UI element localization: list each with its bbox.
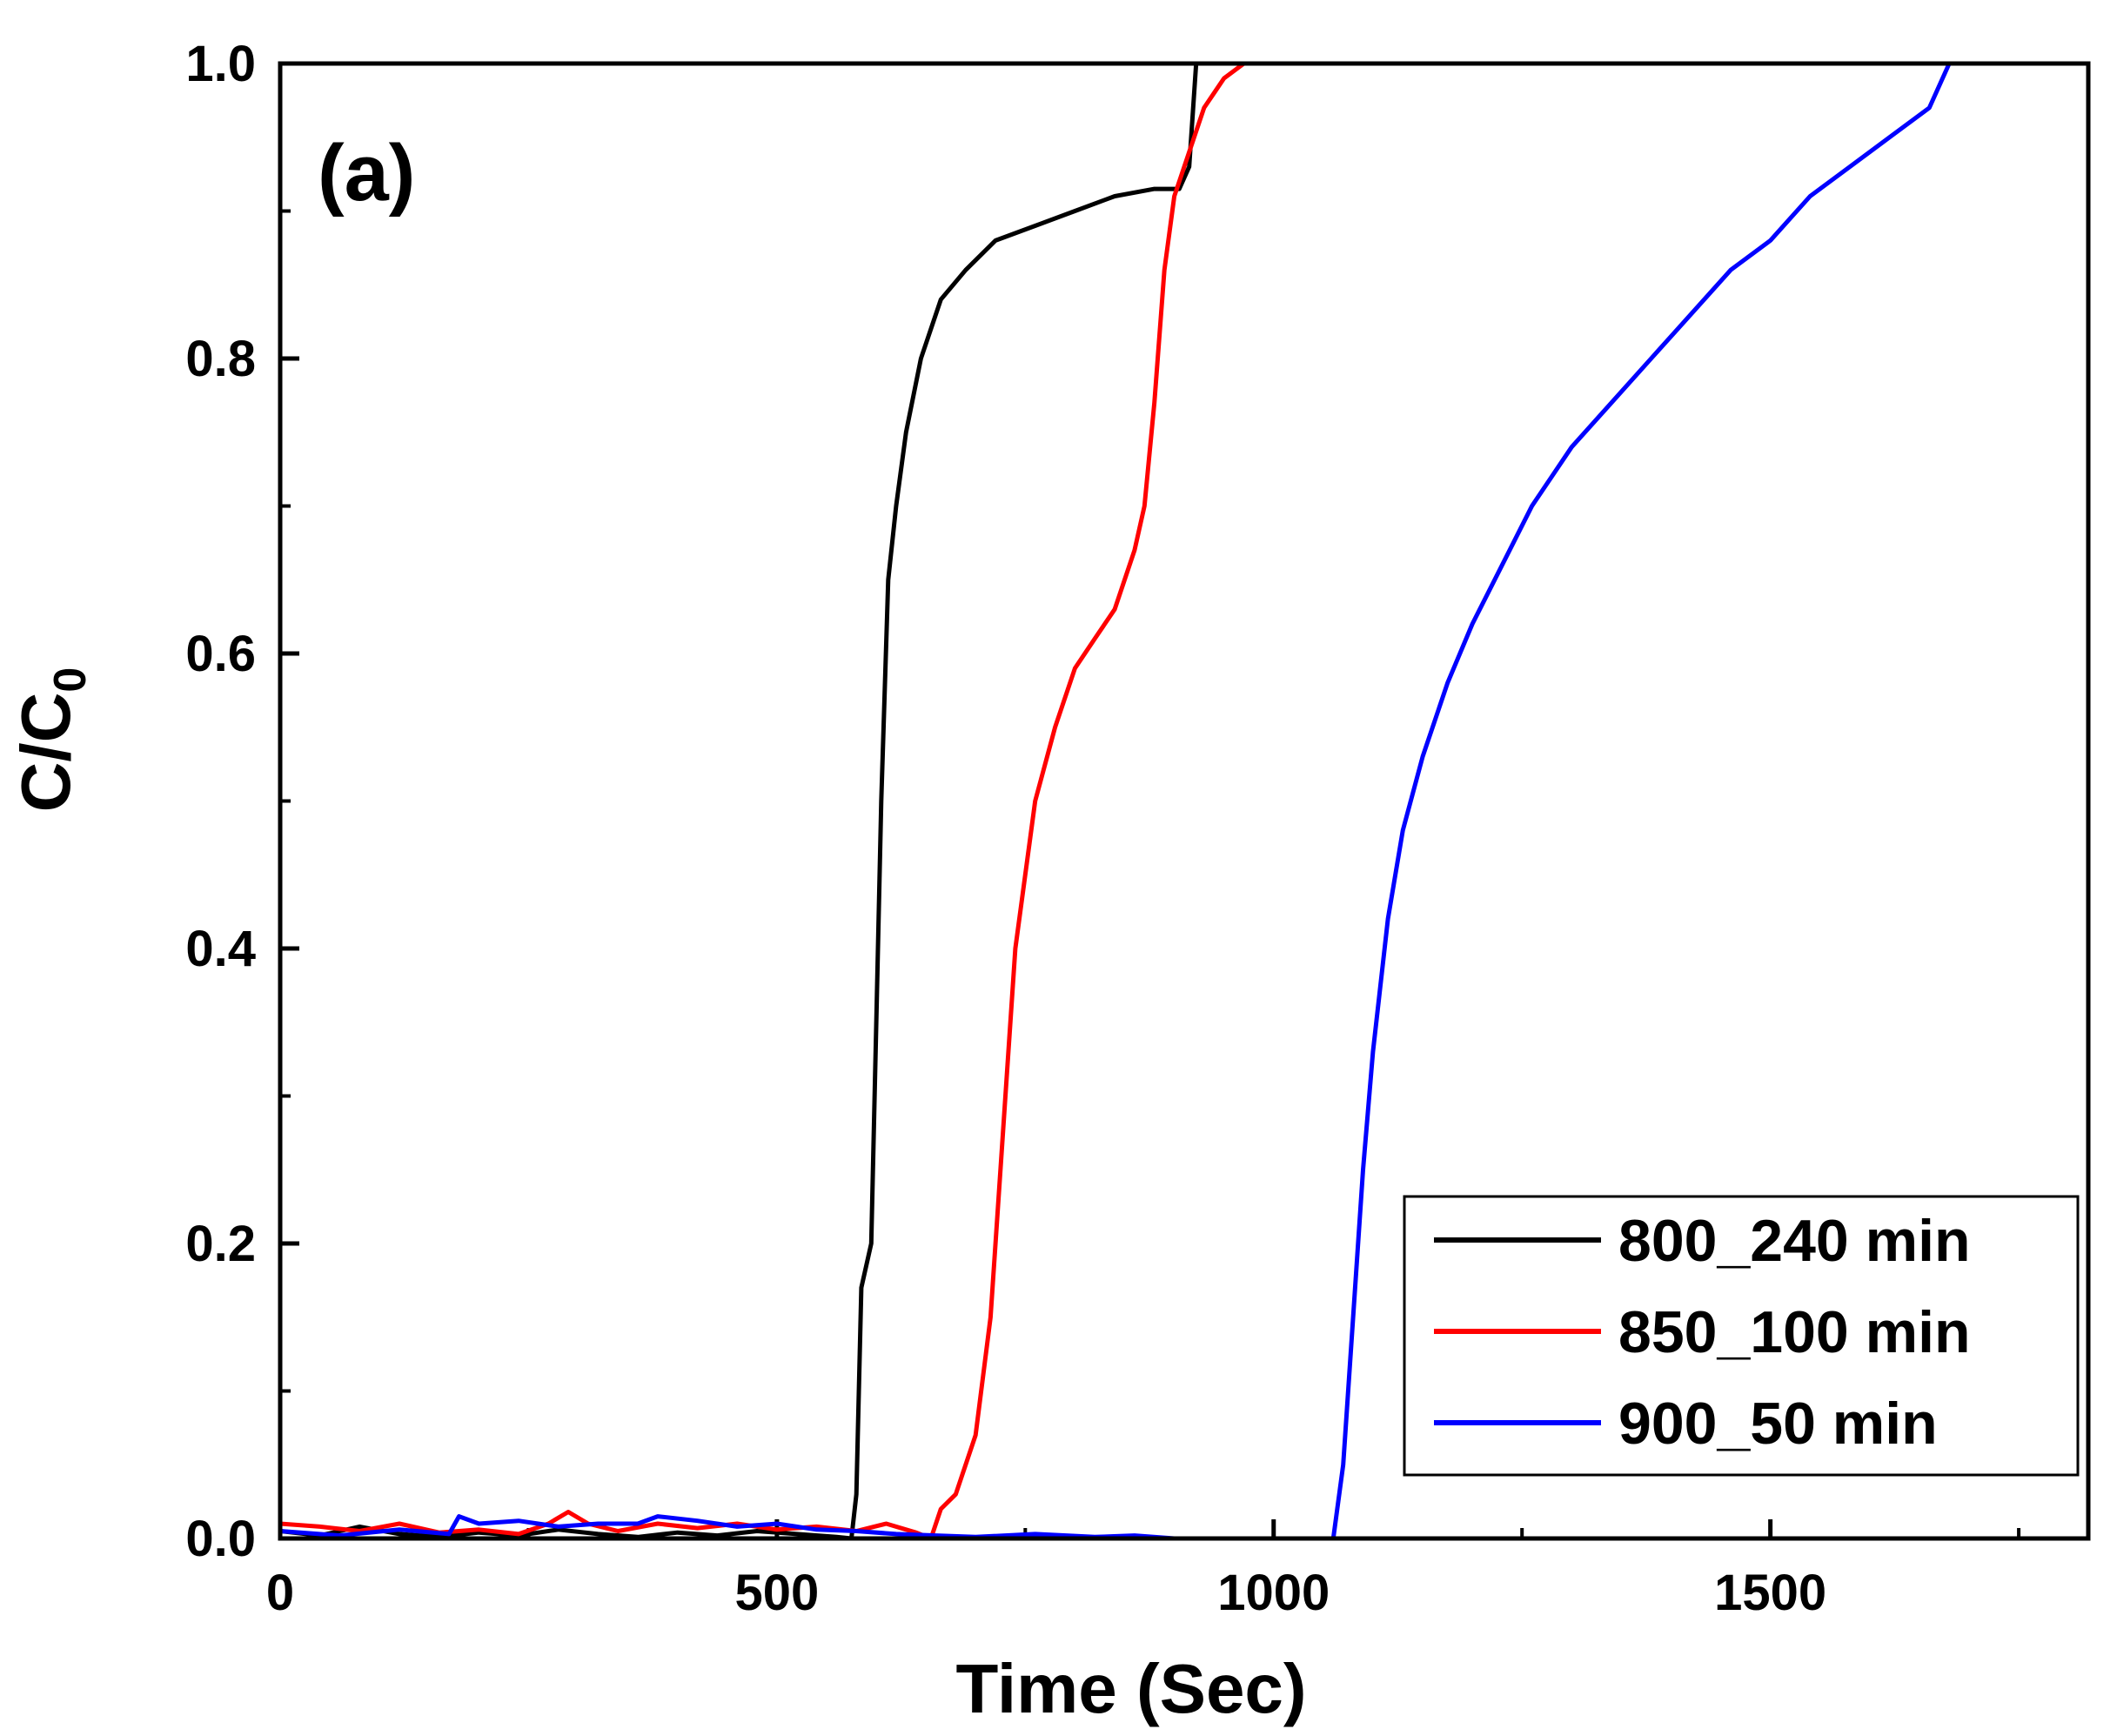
y-tick-label-0.0: 0.0 bbox=[185, 1511, 256, 1567]
y-axis-title-main: C/C bbox=[7, 693, 84, 813]
y-tick-label-0.8: 0.8 bbox=[185, 331, 256, 387]
legend-label-900-50-min: 900_50 min bbox=[1618, 1391, 1938, 1457]
panel-label: (a) bbox=[318, 129, 415, 218]
x-axis-title: Time (Sec) bbox=[955, 1650, 1306, 1727]
x-tick-label-0: 0 bbox=[266, 1565, 294, 1621]
y-tick-label-1.0: 1.0 bbox=[185, 36, 256, 92]
y-tick-label-0.2: 0.2 bbox=[185, 1216, 256, 1272]
x-tick-label-1500: 1500 bbox=[1714, 1565, 1826, 1621]
legend-label-800-240-min: 800_240 min bbox=[1618, 1208, 1971, 1274]
legend: 800_240 min 850_100 min 900_50 min bbox=[1403, 1195, 2080, 1477]
y-axis-title: C/C0 bbox=[7, 667, 96, 813]
legend-label-850-100-min: 850_100 min bbox=[1618, 1299, 1971, 1365]
y-tick-label-0.4: 0.4 bbox=[185, 921, 256, 977]
plot-area-frame bbox=[278, 61, 2091, 1541]
x-tick-label-1000: 1000 bbox=[1217, 1565, 1330, 1621]
series-line-850-100-min bbox=[279, 61, 1245, 1541]
tick-labels-group: 0 500 1000 1500 0.0 0.2 0.4 0.6 0.8 1.0 bbox=[185, 36, 1826, 1621]
legend-box bbox=[1403, 1195, 2080, 1477]
y-axis-title-subscript: 0 bbox=[45, 667, 96, 693]
y-tick-label-0.6: 0.6 bbox=[185, 626, 256, 682]
x-tick-label-500: 500 bbox=[734, 1565, 819, 1621]
